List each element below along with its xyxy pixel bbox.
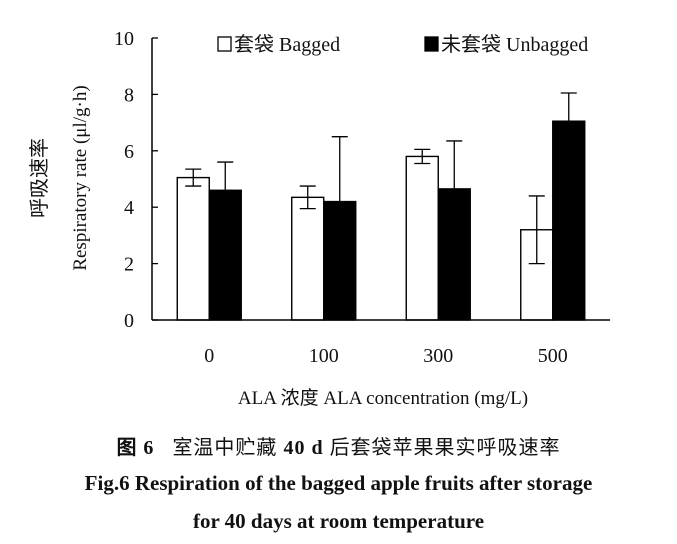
legend-swatch-bagged (217, 36, 232, 52)
x-tick-label: 500 (538, 345, 568, 367)
legend-label-unbagged: 未套袋 Unbagged (441, 33, 588, 56)
y-tick-label: 6 (124, 141, 134, 163)
caption-cn-duration: 40 d (283, 437, 324, 459)
legend-label-bagged: 套袋 Bagged (234, 33, 340, 56)
x-axis-label: ALA 浓度 ALA concentration (mg/L) (238, 387, 528, 409)
y-axis-label-cn: 呼吸速率 (28, 138, 51, 218)
x-axis-tick-labels: 0 100 300 500 (204, 345, 568, 367)
x-tick-label: 300 (423, 345, 453, 367)
x-tick-label: 0 (204, 345, 214, 367)
bars (176, 120, 586, 321)
y-tick-label: 10 (114, 28, 134, 50)
figure-caption-en-line1: Fig.6 Respiration of the bagged apple fr… (84, 471, 593, 495)
y-tick-label: 8 (124, 84, 134, 106)
y-axis-label: Respiratory rate (μl/g·h) (70, 85, 91, 270)
y-tick-label: 2 (124, 254, 134, 276)
bar-bagged (176, 176, 210, 321)
caption-cn-text: 室温中贮藏 (172, 437, 278, 459)
figure-caption-cn: 图 6 室温中贮藏 40 d 后套袋苹果果实呼吸速率 (0, 431, 677, 460)
y-tick-label: 4 (124, 197, 134, 219)
legend-swatch-unbagged (424, 36, 439, 52)
y-axis-ticks: 0 2 4 6 8 10 (114, 28, 158, 332)
y-tick-label: 0 (124, 310, 134, 332)
legend: 套袋 Bagged 未套袋 Unbagged (217, 33, 588, 56)
figure-caption-en-line2: for 40 days at room temperature (192, 509, 485, 533)
caption-figure-number: 图 6 (116, 437, 155, 459)
error-bars (185, 92, 577, 267)
bar-chart: 0 2 4 6 8 10 0 100 300 500 套袋 Bagged 未套袋 Unbagge… (28, 28, 610, 409)
bar-bagged (405, 155, 439, 321)
bar-unbagged (552, 120, 586, 321)
caption-cn-tail: 后套袋苹果果实呼吸速率 (329, 437, 561, 459)
x-tick-label: 100 (309, 345, 339, 367)
bar-bagged (291, 196, 325, 321)
